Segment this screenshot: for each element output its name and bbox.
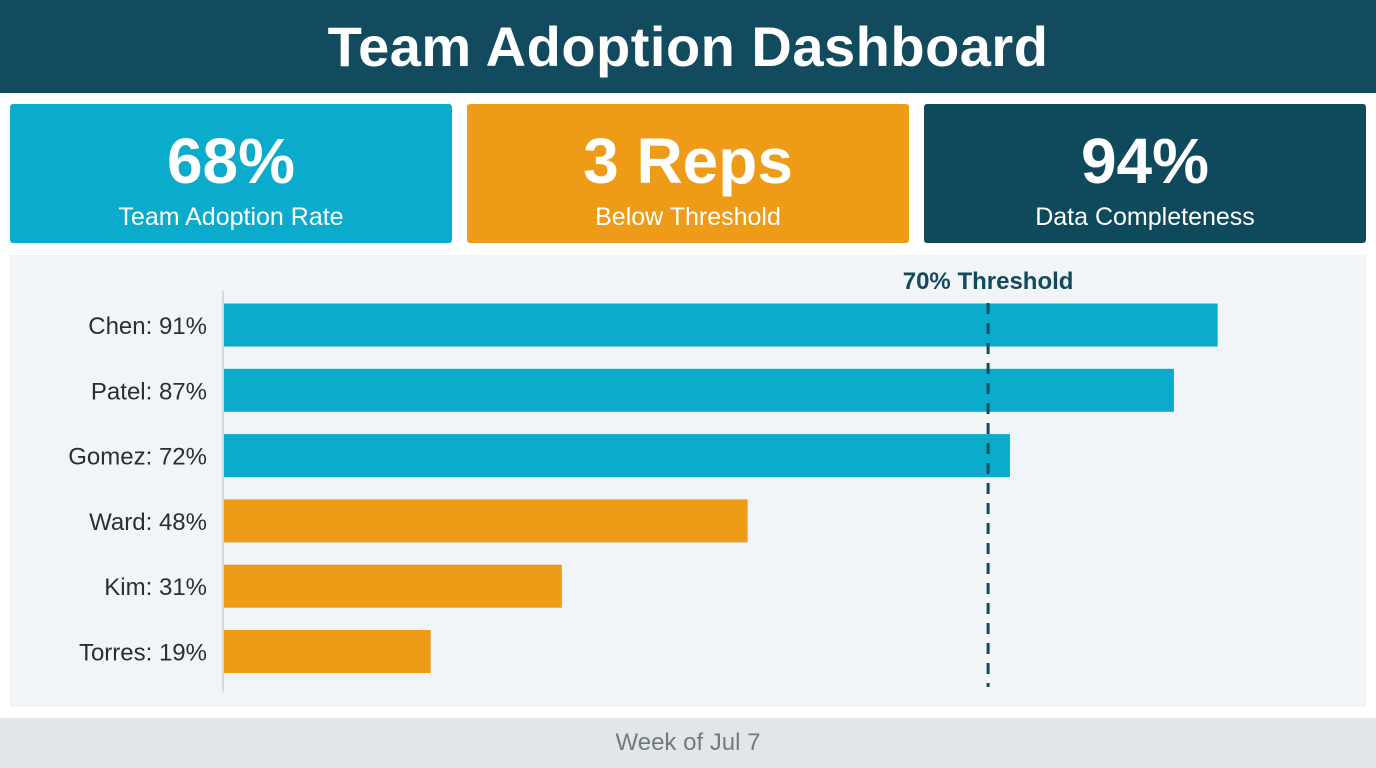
- kpi-card-adoption-rate: 68% Team Adoption Rate: [10, 104, 452, 243]
- threshold-label: 70% Threshold: [903, 268, 1074, 295]
- bar-kim: [224, 564, 562, 608]
- kpi-value-adoption-rate: 68%: [166, 125, 296, 197]
- bar-gomez: [224, 434, 1010, 478]
- bar-label-torres: Torres: 19%: [79, 640, 207, 667]
- kpi-label-data-completeness: Data Completeness: [1035, 203, 1255, 231]
- bar-label-chen: Chen: 91%: [88, 313, 207, 340]
- header-bar: Team Adoption Dashboard: [0, 0, 1376, 93]
- bar-chen: [224, 303, 1218, 347]
- bar-patel: [224, 368, 1174, 412]
- kpi-label-below-threshold: Below Threshold: [595, 203, 781, 231]
- bar-label-gomez: Gomez: 72%: [68, 444, 207, 471]
- kpi-card-data-completeness: 94% Data Completeness: [924, 104, 1366, 243]
- footer-bar: Week of Jul 7: [0, 718, 1376, 768]
- bar-label-ward: Ward: 48%: [89, 509, 207, 536]
- kpi-value-below-threshold: 3 Reps: [583, 125, 793, 197]
- bar-torres: [224, 630, 431, 673]
- chart-panel: Chen: 91% Patel: 87% Gomez: 72% Ward: 48% Ki…: [10, 255, 1366, 707]
- adoption-bar-chart: Chen: 91% Patel: 87% Gomez: 72% Ward: 48% Ki…: [68, 268, 1218, 692]
- kpi-value-data-completeness: 94%: [1080, 125, 1210, 197]
- kpi-card-below-threshold: 3 Reps Below Threshold: [467, 104, 909, 243]
- bar-ward: [224, 499, 748, 543]
- kpi-label-adoption-rate: Team Adoption Rate: [118, 203, 344, 231]
- week-label: Week of Jul 7: [615, 729, 761, 756]
- bar-label-kim: Kim: 31%: [104, 574, 207, 601]
- page-title: Team Adoption Dashboard: [327, 15, 1049, 78]
- bar-label-patel: Patel: 87%: [91, 378, 207, 405]
